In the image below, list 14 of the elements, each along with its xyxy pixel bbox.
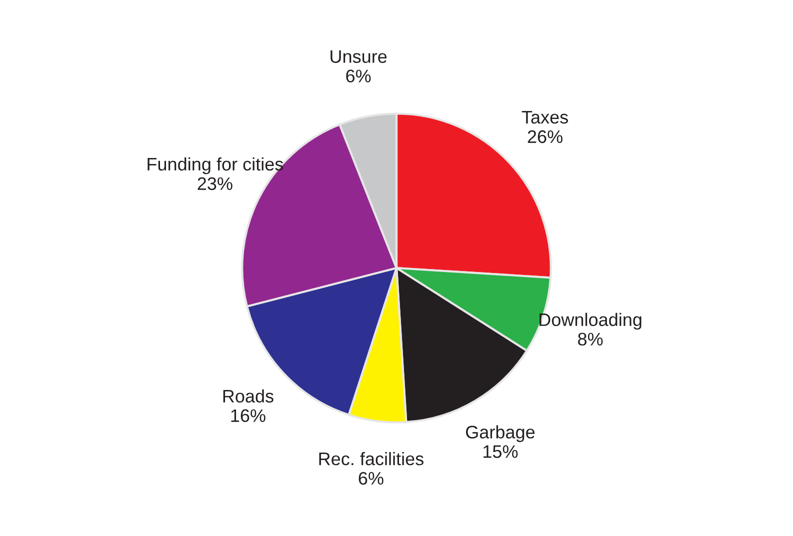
data-label: 6% xyxy=(358,472,384,485)
data-label: 16% xyxy=(231,409,266,422)
slice-label: Downloading xyxy=(540,312,642,330)
data-label: 15% xyxy=(484,445,518,458)
data-label: 6% xyxy=(346,70,371,82)
slice-label: Roads xyxy=(223,389,274,403)
data-label: 26% xyxy=(528,130,562,144)
slice-label: Garbage xyxy=(466,425,535,442)
data-label: 8% xyxy=(578,332,603,346)
slice-label: Rec. facilities xyxy=(319,452,424,466)
data-label: 23% xyxy=(198,177,232,190)
slice-label: Unsure xyxy=(330,50,387,63)
slice-label: Funding for cities xyxy=(148,157,284,174)
slice-label: Taxes xyxy=(522,111,568,124)
